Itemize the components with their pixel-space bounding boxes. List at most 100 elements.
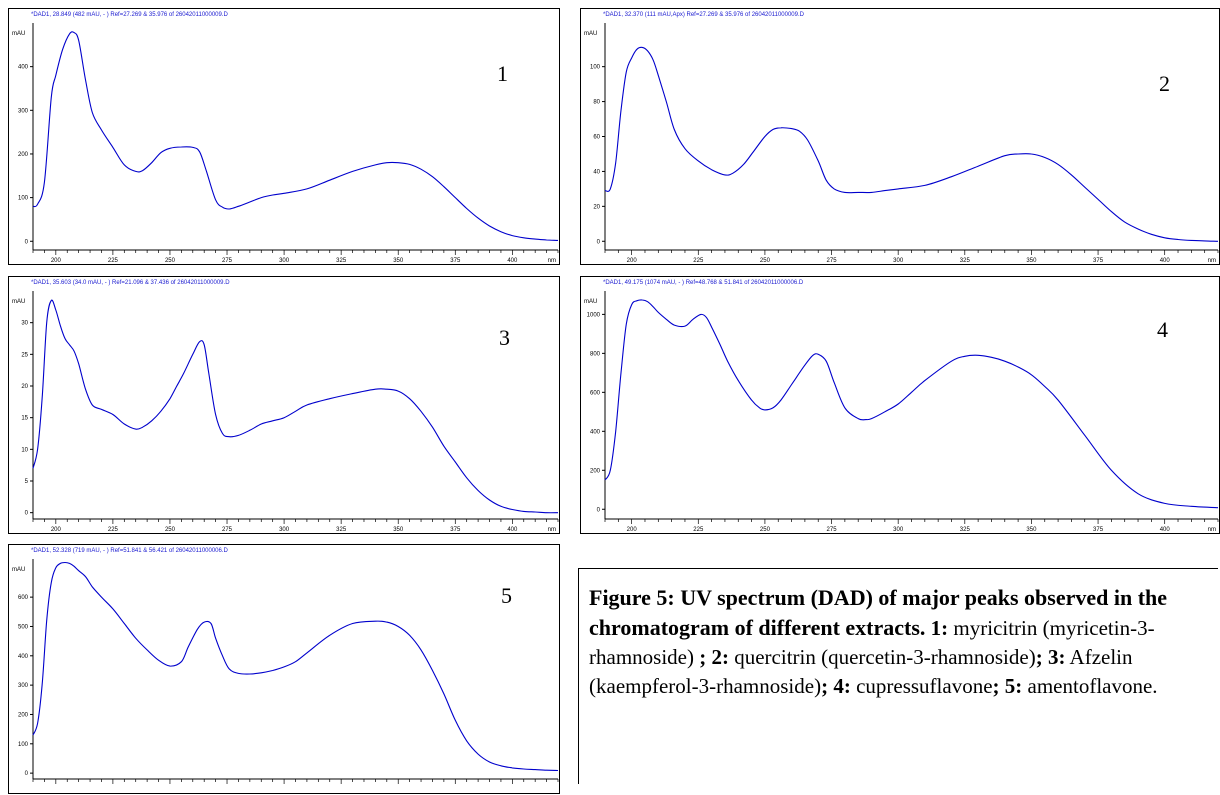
x-tick-label: 400 — [1160, 527, 1171, 533]
spectrum-line — [32, 31, 559, 241]
x-tick-label: 225 — [693, 527, 704, 533]
x-tick-label: 300 — [279, 258, 290, 264]
y-tick-label: 80 — [593, 100, 600, 106]
y-tick-label: 25 — [21, 352, 28, 358]
panel-header: *DAD1, 52.328 (719 mAU, - ) Ref=51.841 &… — [31, 548, 228, 554]
y-axis-label: mAU — [584, 299, 597, 305]
spectrum-line — [32, 299, 559, 514]
y-tick-label: 0 — [597, 507, 601, 513]
caption-item: 1: myricitrin (myricetin-3-rhamnoside) ; — [589, 616, 1155, 669]
spectrum-plot-2: 0 20 40 60 80 100 mAU 200 225 250 275 300 325 350 375 4… — [584, 23, 1219, 264]
x-tick-label: 325 — [960, 258, 971, 264]
x-tick-label: 350 — [393, 258, 404, 264]
y-tick-label: 20 — [593, 204, 600, 210]
x-tick-label: 325 — [336, 258, 347, 264]
y-tick-label: 0 — [597, 239, 601, 245]
y-tick-label: 400 — [18, 65, 29, 71]
y-tick-label: 15 — [21, 416, 28, 422]
spectrum-plot-5: 0 100 200 300 400 500 600 mAU — [12, 559, 559, 784]
panel-number: 1 — [497, 61, 508, 86]
y-tick-label: 800 — [590, 351, 601, 357]
y-tick-label: 0 — [25, 239, 29, 245]
y-tick-label: 400 — [18, 654, 29, 660]
caption-title: Figure 5: UV spectrum (DAD) of major pea… — [589, 585, 1168, 640]
x-tick-label: 200 — [51, 258, 62, 264]
y-tick-label: 600 — [18, 595, 29, 601]
panel-header: *DAD1, 49.175 (1074 mAU, - ) Ref=48.768 … — [603, 280, 804, 286]
y-tick-label: 100 — [590, 65, 601, 71]
caption-item-number: 5: — [999, 674, 1023, 698]
y-tick-label: 600 — [590, 390, 601, 396]
spectrum-plot-3: 0 5 10 15 20 25 30 mAU 200 225 250 275 300 325 350 375 4… — [12, 291, 559, 533]
spectrum-panel-3: 0 5 10 15 20 25 30 mAU 200 225 250 275 300 325 350 375 4… — [8, 276, 560, 534]
y-tick-label: 100 — [18, 742, 29, 748]
x-tick-label: 375 — [450, 527, 461, 533]
x-tick-label: 225 — [693, 258, 704, 264]
x-tick-label: 250 — [760, 258, 771, 264]
x-tick-label: 200 — [627, 258, 638, 264]
spectrum-panel-5: 0 100 200 300 400 500 600 mAU *DAD1, 52.328 (71… — [8, 544, 560, 794]
x-tick-label: 400 — [507, 258, 518, 264]
panel-number: 4 — [1157, 317, 1168, 342]
caption-item-separator: ; — [821, 674, 829, 698]
y-tick-label: 1000 — [587, 312, 601, 318]
x-tick-label: 375 — [1093, 527, 1104, 533]
x-tick-label: 250 — [760, 527, 771, 533]
y-tick-label: 30 — [21, 321, 28, 327]
x-axis-label: nm — [548, 258, 556, 264]
panel-header: *DAD1, 35.603 (34.0 mAU, - ) Ref=21.096 … — [31, 280, 230, 286]
caption-item: 5: amentoflavone. — [1000, 674, 1158, 698]
y-tick-label: 100 — [18, 196, 29, 202]
spectrum-line — [604, 46, 1219, 242]
caption-item-number: 3: — [1042, 645, 1066, 669]
y-tick-label: 200 — [590, 468, 601, 474]
y-tick-label: 60 — [593, 135, 600, 141]
spectrum-line — [32, 561, 559, 772]
y-tick-label: 200 — [18, 152, 29, 158]
x-tick-label: 250 — [165, 527, 176, 533]
panel-header: *DAD1, 32.370 (111 mAU,Apx) Ref=27.269 &… — [603, 12, 804, 18]
caption-item-text: cupressuflavone — [850, 674, 993, 698]
caption-item-number: 1: — [925, 616, 949, 640]
x-tick-label: 275 — [827, 527, 838, 533]
caption-item-number: 2: — [706, 645, 729, 669]
x-tick-label: 300 — [893, 258, 904, 264]
spectrum-panel-4: 0 200 400 600 800 1000 mAU 200 225 250 275 300 325 35… — [580, 276, 1220, 534]
y-tick-label: 300 — [18, 683, 29, 689]
x-tick-label: 325 — [336, 527, 347, 533]
x-tick-label: 375 — [1093, 258, 1104, 264]
figure-caption: Figure 5: UV spectrum (DAD) of major pea… — [578, 568, 1218, 784]
y-axis-label: mAU — [12, 567, 25, 573]
x-tick-label: 400 — [1160, 258, 1171, 264]
caption-item: 2: quercitrin (quercetin-3-rhamnoside); — [706, 645, 1042, 669]
x-tick-label: 325 — [960, 527, 971, 533]
x-tick-label: 375 — [450, 258, 461, 264]
x-tick-label: 275 — [222, 527, 233, 533]
caption-item-separator: ; — [992, 674, 1000, 698]
x-tick-label: 300 — [893, 527, 904, 533]
caption-item-text: amentoflavone. — [1022, 674, 1158, 698]
caption-item-separator: ; — [1035, 645, 1043, 669]
y-tick-label: 20 — [21, 384, 28, 390]
spectrum-line — [604, 299, 1219, 509]
y-tick-label: 300 — [18, 108, 29, 114]
y-axis-label: mAU — [584, 31, 597, 37]
y-tick-label: 0 — [25, 771, 29, 777]
x-tick-label: 400 — [507, 527, 518, 533]
x-tick-label: 275 — [222, 258, 233, 264]
panel-header: *DAD1, 28.849 (482 mAU, - ) Ref=27.269 &… — [31, 12, 228, 18]
x-tick-label: 200 — [51, 527, 62, 533]
caption-item: 4: cupressuflavone; — [828, 674, 999, 698]
spectrum-plot-4: 0 200 400 600 800 1000 mAU 200 225 250 275 300 325 35… — [584, 291, 1219, 533]
panel-number: 3 — [499, 325, 510, 350]
x-tick-label: 350 — [1026, 527, 1037, 533]
spectrum-plot-1: 0 100 200 300 400 mAU 200 225 250 275 300 325 350 375… — [12, 23, 559, 264]
x-tick-label: 225 — [108, 258, 119, 264]
caption-item-number: 4: — [828, 674, 851, 698]
y-tick-label: 0 — [25, 511, 29, 517]
x-tick-label: 200 — [627, 527, 638, 533]
x-axis-label: nm — [1208, 527, 1216, 533]
x-tick-label: 350 — [393, 527, 404, 533]
x-tick-label: 350 — [1026, 258, 1037, 264]
spectrum-panel-1: 0 100 200 300 400 mAU 200 225 250 275 300 325 350 375… — [8, 8, 560, 265]
